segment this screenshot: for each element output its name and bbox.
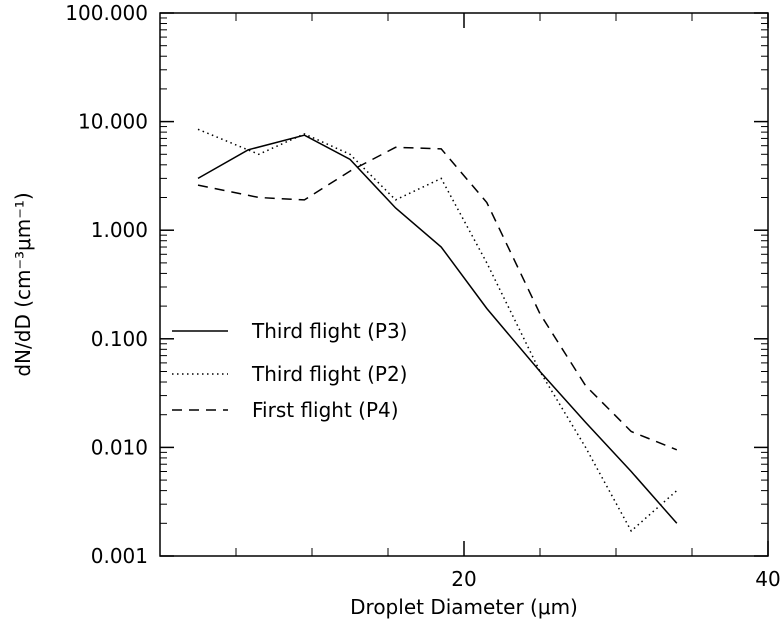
x-axis-ticks: 20 40 [235, 13, 780, 591]
y-tick-label: 10.000 [78, 110, 148, 134]
x-tick-label: 20 [451, 567, 476, 591]
series-line-1 [197, 128, 678, 533]
y-axis-ticks: 0.001 0.010 0.100 1.000 10.000 100.000 [65, 1, 768, 568]
y-tick-label: 0.010 [91, 435, 148, 459]
series-line-0 [197, 134, 678, 524]
series-line-2 [197, 146, 678, 451]
y-tick-label: 0.001 [91, 544, 148, 568]
y-tick-label: 100.000 [65, 1, 148, 25]
legend-label-p2: Third flight (P2) [251, 362, 408, 386]
x-axis-title: Droplet Diameter (μm) [350, 595, 578, 619]
y-tick-label: 1.000 [91, 218, 148, 242]
plot-frame [159, 12, 769, 557]
series-lines [197, 128, 678, 533]
y-axis-title: dN/dD (cm⁻³μm⁻¹) [11, 192, 35, 376]
x-tick-label: 40 [755, 567, 780, 591]
y-tick-label: 0.100 [91, 327, 148, 351]
legend-label-p4: First flight (P4) [252, 398, 399, 422]
legend-label-p3: Third flight (P3) [251, 319, 408, 343]
legend: Third flight (P3) Third flight (P2) Firs… [172, 319, 408, 422]
